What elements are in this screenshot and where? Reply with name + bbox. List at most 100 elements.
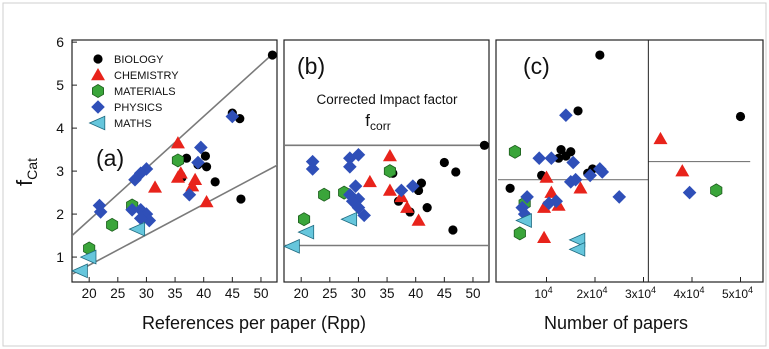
panel-c-point-maths — [568, 241, 586, 257]
panel-c-point-physics — [595, 165, 610, 179]
panel-a-ytick-label: 5 — [56, 77, 64, 93]
panel-c-point-chemistry — [537, 200, 552, 213]
legend-label-biology: BIOLOGY — [114, 54, 164, 66]
panel-b-point-chemistry — [411, 213, 426, 226]
panel-c-xtick-label: 5x104 — [722, 285, 753, 301]
panel-c-point-biology — [561, 151, 571, 161]
panel-b-point-physics — [394, 183, 409, 198]
panel-b-point-biology — [451, 167, 461, 177]
panel-a-ytick-label: 6 — [56, 34, 64, 50]
panel-b-label: (b) — [297, 53, 325, 79]
panel-b-point-physics — [351, 192, 366, 206]
panel-a-point-physics — [182, 187, 197, 202]
legend-item-physics: PHYSICS — [91, 100, 162, 114]
legend-label-chemistry: CHEMISTRY — [114, 70, 179, 82]
panel-b-point-maths — [340, 211, 358, 227]
panel-b-xtick-label: 40 — [408, 286, 423, 301]
legend-marker-physics — [91, 100, 105, 114]
panel-c-point-physics — [566, 155, 580, 170]
panel-a-point-materials — [106, 217, 119, 232]
panel-a-ytick-label: 4 — [56, 120, 64, 136]
panel-c-point-physics — [549, 194, 563, 208]
panel-b-point-physics — [357, 208, 371, 223]
panel-a-point-biology — [267, 50, 278, 60]
legend-item-materials: MATERIALS — [92, 84, 176, 98]
panel-a-point-physics — [93, 205, 108, 219]
x-axis-label-papers: Number of papers — [544, 313, 688, 333]
panel-c-xtick-label: 2x104 — [576, 285, 607, 301]
y-axis-label: fCat — [12, 158, 40, 186]
legend-label-physics: PHYSICS — [114, 102, 162, 114]
legend-marker-materials — [92, 84, 104, 98]
panel-b-point-physics — [343, 187, 357, 202]
panel-b-xtick-label: 25 — [322, 286, 337, 301]
panel-a-point-physics — [225, 109, 240, 124]
panel-b-xtick-label: 45 — [437, 286, 452, 301]
panel-c-point-maths — [568, 232, 586, 248]
panel-b-xtick-label: 30 — [351, 286, 366, 301]
panel-b-point-physics — [406, 179, 420, 193]
panel-c-point-chemistry — [544, 185, 559, 198]
panel-b-point-maths — [297, 224, 315, 240]
legend-label-materials: MATERIALS — [114, 86, 176, 98]
panel-a-xtick-label: 40 — [196, 286, 211, 301]
panel-a-ytick-label: 1 — [56, 249, 64, 265]
panel-b-xtick-label: 20 — [294, 286, 309, 301]
panel-b-point-physics — [343, 151, 357, 166]
panel-b-point-physics — [305, 154, 320, 169]
panel-b-point-chemistry — [400, 200, 415, 213]
panel-c-point-chemistry — [573, 181, 588, 194]
data-points — [71, 50, 746, 279]
panel-a-point-biology — [200, 151, 211, 161]
panel-c-point-chemistry — [539, 170, 554, 183]
panel-b-point-physics — [351, 147, 366, 162]
panel-b-point-chemistry — [382, 149, 397, 162]
panel-b-point-physics — [343, 160, 357, 174]
panel-b-point-materials — [297, 212, 311, 227]
panel-a-point-chemistry — [170, 136, 185, 149]
panel-a-point-physics — [133, 211, 148, 226]
panel-a-point-maths — [79, 249, 97, 265]
panel-a-xtick-label: 45 — [225, 286, 240, 301]
panel-b-xtick-label: 50 — [465, 286, 480, 301]
panel-b-point-physics — [351, 200, 366, 215]
panel-c-point-chemistry — [653, 131, 668, 145]
panel-b-point-physics — [305, 162, 320, 176]
panel-a-xtick-label: 30 — [139, 286, 154, 301]
panel-a-point-biology — [210, 177, 220, 187]
legend-item-maths: MATHS — [88, 115, 152, 131]
legend-label-maths: MATHS — [114, 118, 152, 130]
panel-c-point-maths — [515, 213, 532, 228]
panel-a-label: (a) — [96, 145, 124, 171]
panel-b-annotation: fcorr — [365, 111, 390, 133]
panel-a-point-physics — [191, 155, 205, 170]
panel-a-line-1 — [72, 164, 277, 276]
panel-c-point-biology — [505, 183, 515, 193]
panel-b-point-biology — [439, 157, 449, 168]
legend: BIOLOGY CHEMISTRY MATERIALS PHYSICS MATH… — [88, 54, 179, 131]
panel-a-xtick-label: 25 — [110, 286, 125, 301]
panel-c-point-biology — [595, 50, 605, 60]
panel-c-point-physics — [544, 151, 559, 166]
panel-c-point-biology — [735, 111, 746, 122]
legend-item-chemistry: CHEMISTRY — [91, 68, 179, 82]
panel-c-point-biology — [573, 106, 583, 116]
panel-c-point-biology — [554, 153, 564, 163]
panel-a-point-chemistry — [199, 195, 214, 208]
panel-b-annotation-sub: corr — [370, 119, 391, 133]
panel-b-point-materials — [383, 164, 397, 179]
panel-c-point-physics — [563, 175, 578, 189]
panel-a-point-biology — [201, 162, 212, 172]
panel-b-point-physics — [345, 194, 360, 208]
panel-b-point-chemistry — [382, 183, 397, 196]
panel-a-ytick-label: 3 — [56, 163, 64, 179]
y-axis-label-sub: Cat — [24, 158, 40, 180]
panel-b-point-biology — [479, 140, 490, 150]
panel-c-point-chemistry — [537, 230, 552, 243]
panel-a-point-biology — [181, 153, 192, 163]
panel-b-point-biology — [448, 225, 458, 235]
panel-c-point-physics — [612, 190, 627, 204]
panel-c-label: (c) — [523, 53, 550, 79]
panel-c-point-biology — [556, 145, 566, 155]
